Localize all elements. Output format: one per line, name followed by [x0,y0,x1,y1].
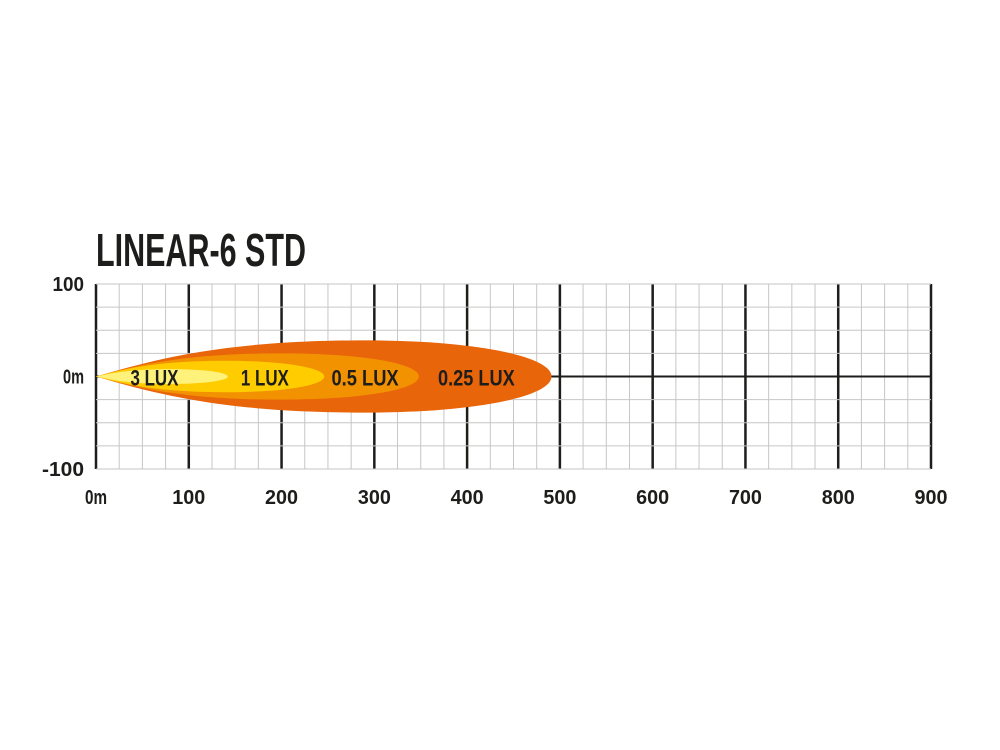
x-tick-label: 800 [822,487,855,509]
x-tick-label: 0m [85,487,107,509]
y-tick-label: -100 [42,459,84,481]
x-tick-label: 100 [172,487,205,509]
y-tick-label: 100 [53,274,85,296]
beam-3-lux [96,369,228,384]
x-tick-label: 200 [265,487,298,509]
beam-label: 0.5 LUX [331,366,398,391]
x-tick-label: 400 [451,487,484,509]
x-tick-label: 600 [636,487,669,509]
x-tick-label: 700 [729,487,762,509]
y-tick-label: 0m [63,367,84,389]
beam-label: 1 LUX [241,366,289,391]
x-tick-label: 300 [358,487,391,509]
chart-title: LINEAR-6 STD [96,224,306,276]
x-tick-label: 900 [915,487,948,509]
beam-label: 0.25 LUX [438,366,515,391]
beam-label: 3 LUX [130,366,178,391]
x-tick-label: 500 [543,487,576,509]
